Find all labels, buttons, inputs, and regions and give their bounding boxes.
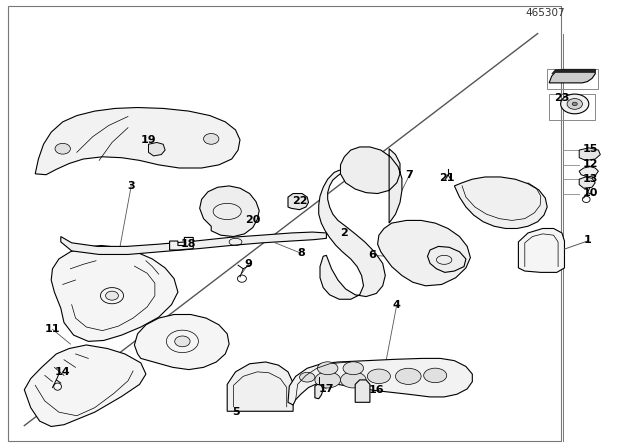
Ellipse shape (55, 143, 70, 154)
Polygon shape (35, 108, 240, 175)
Polygon shape (227, 362, 293, 411)
Text: 4: 4 (393, 300, 401, 310)
Polygon shape (315, 384, 323, 399)
Polygon shape (24, 345, 146, 426)
Polygon shape (579, 167, 598, 177)
Polygon shape (579, 177, 595, 188)
Polygon shape (288, 358, 472, 405)
Ellipse shape (343, 362, 364, 375)
Text: 18: 18 (181, 239, 196, 249)
Ellipse shape (367, 369, 390, 383)
Text: 8: 8 (297, 248, 305, 258)
Polygon shape (51, 246, 178, 341)
Polygon shape (579, 148, 600, 160)
Text: 9: 9 (244, 259, 252, 269)
Ellipse shape (567, 99, 582, 109)
Ellipse shape (300, 372, 315, 382)
Text: 15: 15 (582, 144, 598, 154)
Ellipse shape (424, 368, 447, 383)
Text: 1: 1 (584, 235, 591, 245)
Polygon shape (355, 380, 370, 402)
Text: 11: 11 (45, 324, 60, 334)
Ellipse shape (340, 372, 366, 388)
Polygon shape (340, 147, 402, 223)
Polygon shape (518, 228, 564, 272)
Ellipse shape (175, 336, 190, 347)
Polygon shape (148, 142, 165, 156)
Polygon shape (378, 220, 470, 286)
Polygon shape (200, 186, 259, 237)
Polygon shape (134, 314, 229, 370)
Polygon shape (454, 177, 547, 228)
Text: 23: 23 (554, 93, 570, 103)
Bar (8, 6, 561, 441)
Text: 465307: 465307 (525, 8, 565, 18)
Polygon shape (170, 237, 193, 250)
Text: 12: 12 (582, 159, 598, 168)
Text: 14: 14 (55, 367, 70, 377)
Bar (549, 94, 595, 120)
Ellipse shape (317, 362, 338, 375)
Text: 3: 3 (127, 181, 135, 191)
Polygon shape (288, 194, 308, 210)
Polygon shape (549, 69, 595, 83)
Text: 2: 2 (340, 228, 348, 238)
Ellipse shape (315, 372, 340, 388)
Polygon shape (319, 170, 385, 299)
Text: 20: 20 (245, 215, 260, 224)
Text: 13: 13 (582, 174, 598, 184)
Ellipse shape (204, 134, 219, 144)
Text: 17: 17 (319, 384, 334, 394)
Polygon shape (428, 246, 466, 272)
Text: 7: 7 (406, 170, 413, 180)
Bar (547, 69, 598, 89)
Text: 5: 5 (232, 407, 239, 417)
Text: 21: 21 (439, 173, 454, 183)
Text: 22: 22 (292, 196, 307, 206)
Ellipse shape (106, 291, 118, 300)
Text: 6: 6 (369, 250, 376, 260)
Polygon shape (61, 232, 326, 254)
Text: 19: 19 (141, 135, 156, 145)
Text: 16: 16 (369, 385, 384, 395)
Ellipse shape (572, 102, 577, 106)
Polygon shape (552, 69, 595, 74)
Ellipse shape (396, 368, 421, 384)
Text: 10: 10 (582, 188, 598, 198)
Ellipse shape (561, 94, 589, 114)
